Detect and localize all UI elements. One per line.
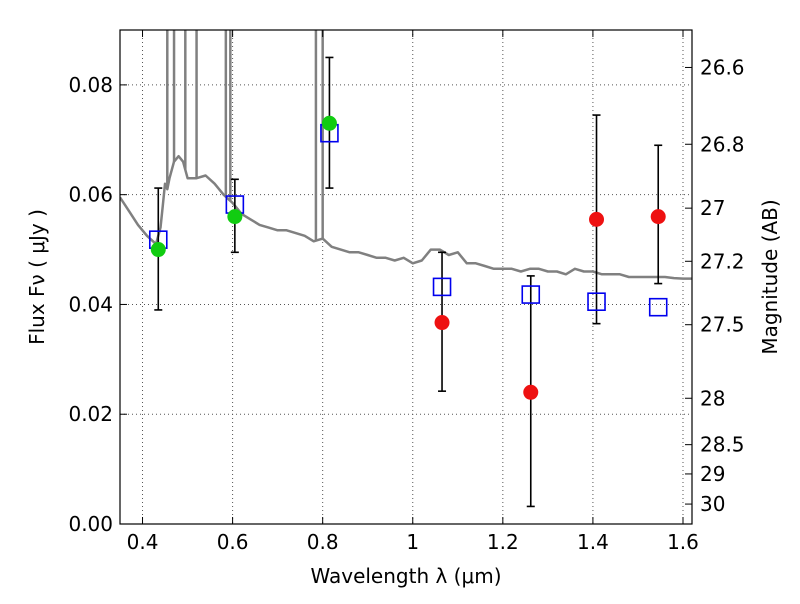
data-layer [120,30,692,280]
x-axis-label: Wavelength λ (μm) [310,564,501,588]
x-tick-label: 1.4 [577,530,609,554]
y-tick-label: 0.02 [68,402,113,426]
model-flux-square [521,285,541,304]
observed-flux-point [650,209,666,225]
right-tick-label: 26.6 [700,55,745,79]
y-tick-label: 0.06 [68,183,113,207]
x-tick-label: 1.6 [667,530,699,554]
right-tick-label: 28 [700,386,725,410]
right-tick-label: 30 [700,492,725,516]
marker-layer [148,115,668,400]
grid-lines [120,30,692,524]
x-tick-label: 0.6 [217,530,249,554]
y-tick-label: 0.04 [68,292,113,316]
right-tick-label: 27.2 [700,249,745,273]
observed-flux-point [523,384,539,400]
observed-flux-point [589,211,605,227]
right-tick-label: 27 [700,196,725,220]
right-tick-label: 26.8 [700,132,745,156]
y-tick-label: 0.00 [68,512,113,536]
observed-flux-point [434,315,450,331]
x-tick-label: 0.4 [127,530,159,554]
y-axis-label: Flux Fν ( μJy ) [25,209,49,345]
observed-flux-point [150,242,166,258]
observed-flux-point [227,209,243,225]
observed-flux-point [321,115,337,131]
plot-frame [119,29,693,525]
x-tick-label: 1 [406,530,419,554]
right-tick-label: 28.5 [700,433,745,457]
ticks-layer [120,30,692,525]
model-flux-square [587,292,606,312]
x-tick-label: 0.8 [307,530,339,554]
y-axis-right-label: Magnitude (AB) [758,199,782,354]
tick-labels-layer: 0.4 0.6 0.8 1 1.2 1.4 1.6 0.00 0.02 0.04 0.06 0.08 2… [68,55,744,554]
right-tick-label: 29 [700,462,725,486]
model-flux-square [432,277,452,297]
model-spectrum-line [120,154,692,280]
y-tick-label: 0.08 [68,73,113,97]
right-tick-label: 27.5 [700,313,745,337]
x-tick-label: 1.2 [487,530,519,554]
model-flux-square [648,297,668,317]
